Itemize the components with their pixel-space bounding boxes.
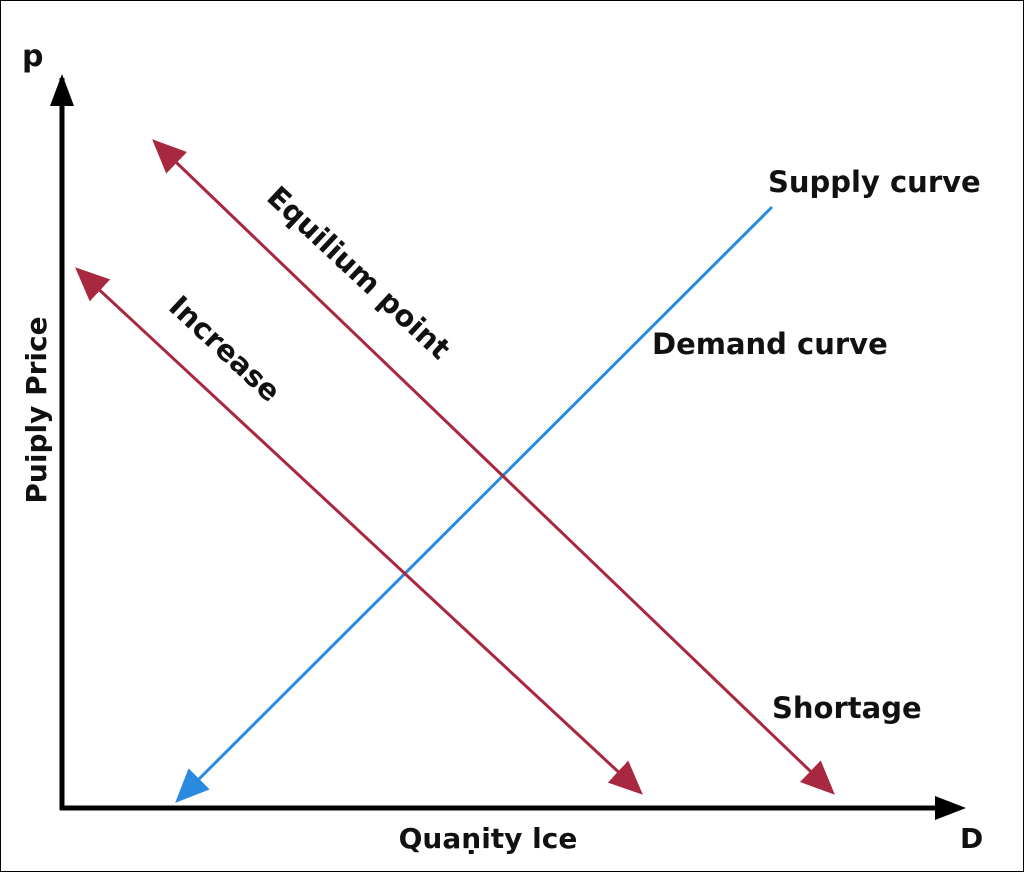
y-axis-arrow [50, 74, 74, 106]
x-symbol: D [960, 822, 983, 855]
demand-line-shifted [75, 267, 643, 795]
demand-label: Demand curve [652, 327, 888, 361]
y-axis-label: Puiply Price [20, 316, 53, 503]
supply-label: Supply curve [768, 165, 981, 199]
shortage-label: Shortage [772, 691, 922, 725]
x-axis-label: Quaṇity lce [399, 822, 578, 855]
x-axis-arrow [935, 796, 966, 820]
y-symbol: p [22, 39, 43, 74]
